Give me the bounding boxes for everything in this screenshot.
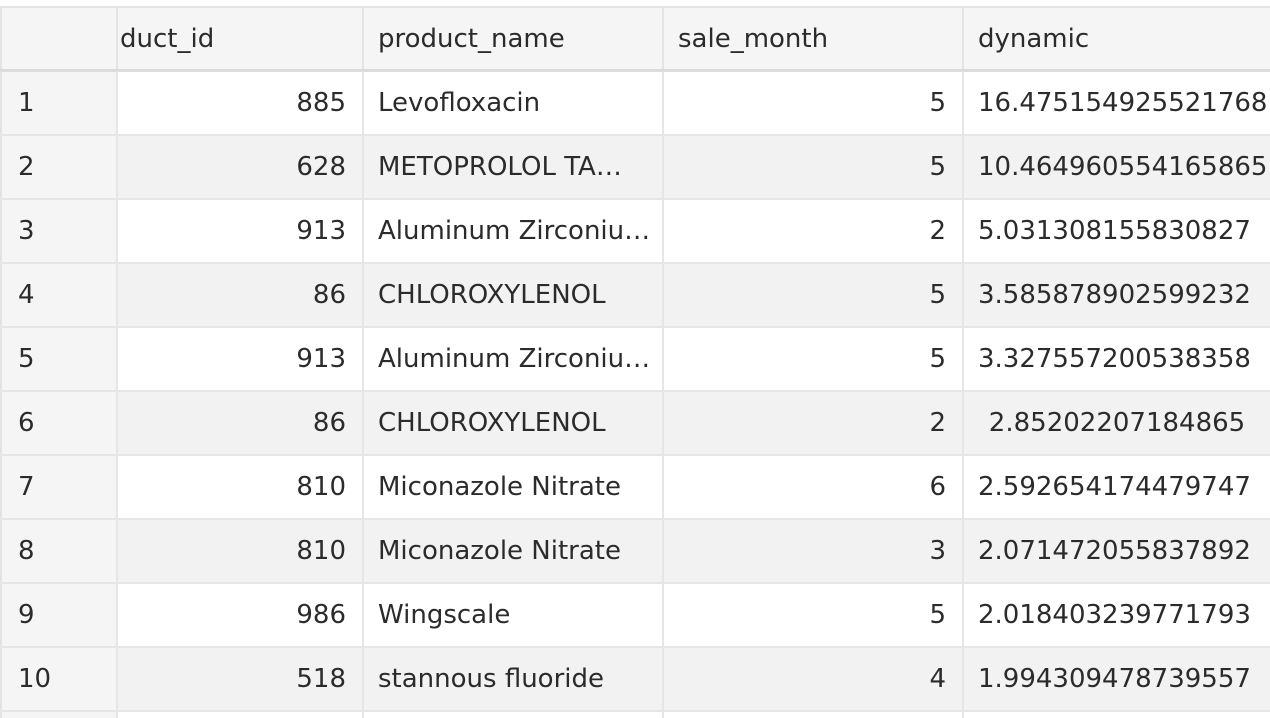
- cell-sale-month[interactable]: 6: [664, 456, 964, 518]
- cell-sale-month[interactable]: 5: [664, 328, 964, 390]
- cell-sale-month: [664, 712, 964, 718]
- row-index: 9: [0, 584, 118, 646]
- table-body: 1 885 Levofloxacin 5 16.475154925521768 …: [0, 72, 1270, 718]
- cell-sale-month[interactable]: 2: [664, 392, 964, 454]
- cell-product-name[interactable]: Levofloxacin: [364, 72, 664, 134]
- row-index: [0, 712, 118, 718]
- cell-sale-month[interactable]: 2: [664, 200, 964, 262]
- cell-product-name[interactable]: Aluminum Zirconiu…: [364, 328, 664, 390]
- column-header-sale-month[interactable]: sale_month: [664, 8, 964, 69]
- cell-product-id[interactable]: 913: [118, 328, 364, 390]
- table-header: duct_id product_name sale_month dynamic: [0, 6, 1270, 72]
- cell-product-id[interactable]: 913: [118, 200, 364, 262]
- cell-dynamic[interactable]: 3.327557200538358: [964, 328, 1270, 390]
- row-index: 7: [0, 456, 118, 518]
- table-row[interactable]: 1 885 Levofloxacin 5 16.475154925521768: [0, 72, 1270, 136]
- cell-dynamic[interactable]: 2.592654174479747: [964, 456, 1270, 518]
- cell-sale-month[interactable]: 4: [664, 648, 964, 710]
- row-index: 5: [0, 328, 118, 390]
- cell-sale-month[interactable]: 5: [664, 264, 964, 326]
- table-row[interactable]: 7 810 Miconazole Nitrate 6 2.59265417447…: [0, 456, 1270, 520]
- table-row[interactable]: 5 913 Aluminum Zirconiu… 5 3.32755720053…: [0, 328, 1270, 392]
- table-row[interactable]: 4 86 CHLOROXYLENOL 5 3.585878902599232: [0, 264, 1270, 328]
- cell-dynamic[interactable]: 5.031308155830827: [964, 200, 1270, 262]
- cell-product-name[interactable]: Wingscale: [364, 584, 664, 646]
- cell-sale-month[interactable]: 5: [664, 72, 964, 134]
- table-row[interactable]: 6 86 CHLOROXYLENOL 2 2.85202207184865: [0, 392, 1270, 456]
- column-header-product-id[interactable]: duct_id: [118, 8, 364, 69]
- cell-product-id[interactable]: 986: [118, 584, 364, 646]
- cell-dynamic[interactable]: 3.585878902599232: [964, 264, 1270, 326]
- table-row[interactable]: 10 518 stannous fluoride 4 1.99430947873…: [0, 648, 1270, 712]
- row-index: 2: [0, 136, 118, 198]
- cell-dynamic[interactable]: 10.464960554165865: [964, 136, 1270, 198]
- cell-product-name[interactable]: stannous fluoride: [364, 648, 664, 710]
- cell-product-name[interactable]: CHLOROXYLENOL: [364, 392, 664, 454]
- row-index-header: [0, 8, 118, 69]
- cell-product-name[interactable]: METOPROLOL TA…: [364, 136, 664, 198]
- cell-dynamic[interactable]: 2.018403239771793: [964, 584, 1270, 646]
- cell-product-id[interactable]: 885: [118, 72, 364, 134]
- cell-sale-month[interactable]: 5: [664, 584, 964, 646]
- table-row[interactable]: 2 628 METOPROLOL TA… 5 10.46496055416586…: [0, 136, 1270, 200]
- row-index: 3: [0, 200, 118, 262]
- table-row[interactable]: 8 810 Miconazole Nitrate 3 2.07147205583…: [0, 520, 1270, 584]
- table-row[interactable]: 3 913 Aluminum Zirconiu… 2 5.03130815583…: [0, 200, 1270, 264]
- table-row[interactable]: 9 986 Wingscale 5 2.018403239771793: [0, 584, 1270, 648]
- row-index: 4: [0, 264, 118, 326]
- cell-product-id[interactable]: 810: [118, 456, 364, 518]
- row-index: 10: [0, 648, 118, 710]
- cell-product-id[interactable]: 810: [118, 520, 364, 582]
- cell-product-name[interactable]: CHLOROXYLENOL: [364, 264, 664, 326]
- cell-dynamic[interactable]: 1.994309478739557: [964, 648, 1270, 710]
- cell-dynamic: [964, 712, 1270, 718]
- cell-product-id[interactable]: 518: [118, 648, 364, 710]
- cell-dynamic[interactable]: 2.85202207184865: [964, 392, 1270, 454]
- cell-product-id[interactable]: 628: [118, 136, 364, 198]
- column-header-dynamic[interactable]: dynamic: [978, 24, 1090, 54]
- cell-product-id: [118, 712, 364, 718]
- cell-product-name[interactable]: Miconazole Nitrate: [364, 520, 664, 582]
- cell-sale-month[interactable]: 5: [664, 136, 964, 198]
- cell-product-id[interactable]: 86: [118, 264, 364, 326]
- row-index: 1: [0, 72, 118, 134]
- cell-product-id[interactable]: 86: [118, 392, 364, 454]
- column-header-product-name[interactable]: product_name: [364, 8, 664, 69]
- cell-sale-month[interactable]: 3: [664, 520, 964, 582]
- cell-product-name: [364, 712, 664, 718]
- cell-product-name[interactable]: Miconazole Nitrate: [364, 456, 664, 518]
- cell-dynamic[interactable]: 2.071472055837892: [964, 520, 1270, 582]
- table-row-partial: [0, 712, 1270, 718]
- row-index: 8: [0, 520, 118, 582]
- row-index: 6: [0, 392, 118, 454]
- cell-product-name[interactable]: Aluminum Zirconiu…: [364, 200, 664, 262]
- cell-dynamic[interactable]: 16.475154925521768: [964, 72, 1270, 134]
